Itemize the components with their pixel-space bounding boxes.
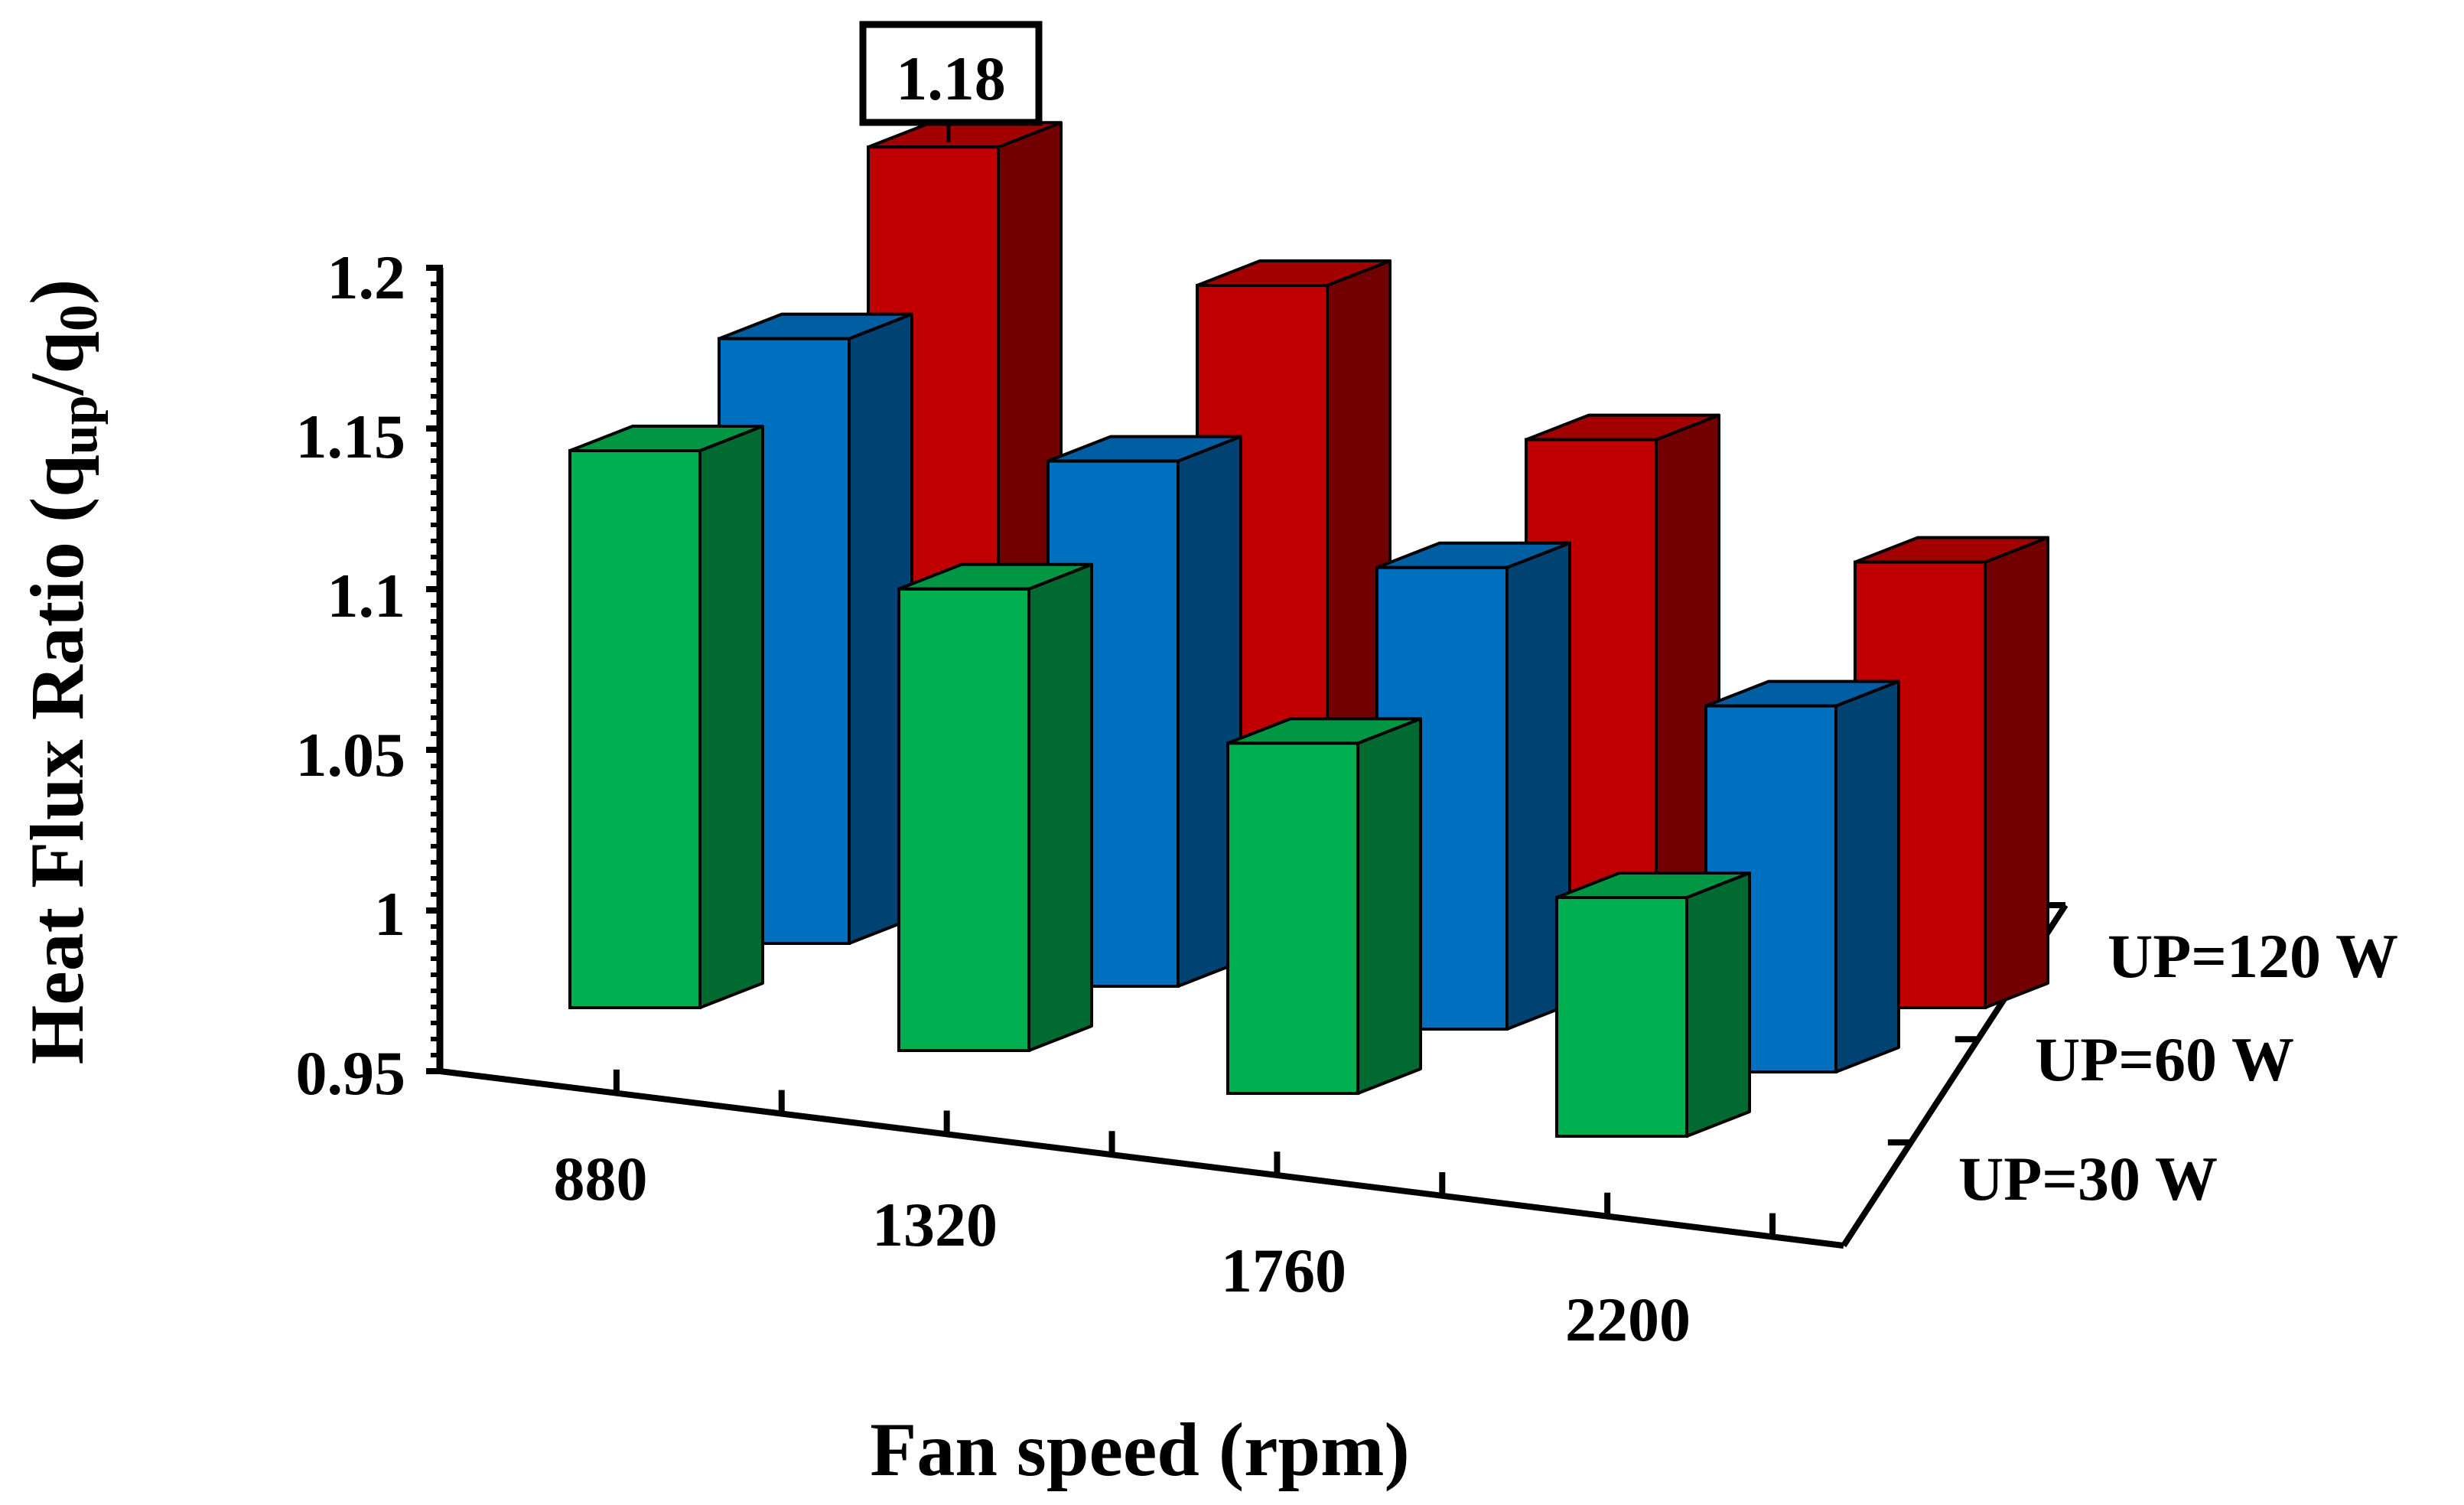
x-axis-title: Fan speed (rpm): [870, 1407, 1410, 1492]
y-axis-title-part: 0: [50, 305, 109, 331]
bar-side-face: [1027, 562, 1093, 1052]
bar-side-face: [1685, 871, 1751, 1138]
bar-side-face: [1834, 679, 1900, 1073]
x-tick-label: 2200: [1565, 1285, 1691, 1354]
y-axis-title-part: up: [50, 395, 109, 454]
annotation-box: [859, 21, 1043, 126]
bar-front-face: [1226, 741, 1359, 1096]
y-tick-label: 1.05: [296, 720, 406, 790]
y-tick-label: 1.15: [296, 402, 406, 471]
y-axis-title: Heat Flux Ratio (qup/q0): [15, 279, 109, 1065]
y-tick-label: 1.1: [327, 561, 406, 630]
bar-UP=60 W-1320: [1046, 435, 1242, 988]
y-tick-label: 1.2: [327, 243, 406, 312]
y-axis-title-part: ): [15, 279, 99, 305]
annotation-label: 1.18: [896, 44, 1006, 113]
x-tick-label: 1760: [1221, 1236, 1346, 1305]
y-axis-title-part: /q: [15, 331, 99, 396]
bars-layer: [568, 121, 2049, 1138]
bar-side-face: [698, 425, 764, 1009]
bar-side-face: [1984, 536, 2049, 1009]
y-tick-label: 1: [374, 879, 405, 949]
bar-UP=30 W-1320: [897, 562, 1093, 1052]
series-label: UP=30 W: [1958, 1144, 2218, 1213]
x-tick-label: 880: [554, 1144, 648, 1213]
bar-side-face: [1356, 717, 1422, 1095]
y-tick-label: 0.95: [296, 1038, 406, 1108]
x-tick-label: 1320: [872, 1190, 998, 1259]
y-axis-title-part: Heat Flux Ratio (q: [15, 454, 99, 1064]
bar-UP=30 W-880: [568, 425, 764, 1009]
bar-UP=30 W-2200: [1555, 871, 1751, 1138]
labels-layer: 0.95 1 1.05 1.1 1.15 1.2 880 1320 1760 2200 UP=30 …: [15, 21, 2398, 1492]
bar-front-face: [1555, 896, 1688, 1138]
bar-front-face: [897, 587, 1030, 1052]
series-label: UP=120 W: [2108, 921, 2398, 991]
bar-UP=30 W-1760: [1226, 717, 1422, 1096]
bar-front-face: [568, 449, 701, 1009]
series-label: UP=60 W: [2035, 1025, 2294, 1094]
